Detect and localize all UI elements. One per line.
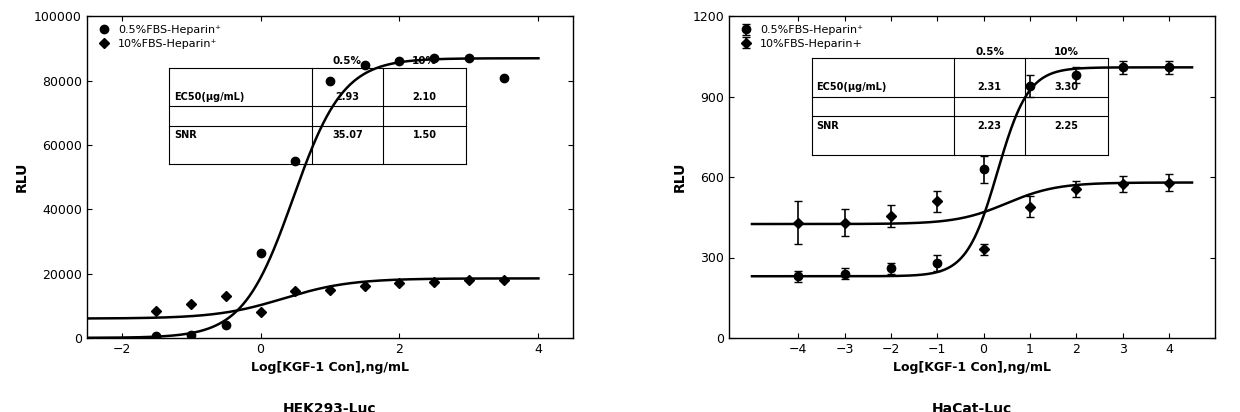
10%FBS-Heparin⁺ <box>496 278 511 283</box>
10%FBS-Heparin⁺ <box>392 281 407 286</box>
10%FBS-Heparin⁺ <box>218 294 233 299</box>
0.5%FBS-Heparin⁺ <box>496 75 511 80</box>
0.5%FBS-Heparin⁺ <box>218 323 233 328</box>
10%FBS-Heparin⁺ <box>322 287 337 292</box>
Text: 10%: 10% <box>412 56 438 66</box>
Line: 0.5%FBS-Heparin⁺: 0.5%FBS-Heparin⁺ <box>153 54 508 340</box>
Text: 0.5%: 0.5% <box>334 56 362 66</box>
Text: HaCat-Luc: HaCat-Luc <box>932 402 1012 412</box>
Text: 0.5%: 0.5% <box>975 47 1004 57</box>
10%FBS-Heparin⁺ <box>357 284 372 289</box>
X-axis label: Log[KGF-1 Con],ng/mL: Log[KGF-1 Con],ng/mL <box>893 361 1052 374</box>
0.5%FBS-Heparin⁺ <box>461 56 476 61</box>
0.5%FBS-Heparin⁺ <box>288 159 303 164</box>
Text: EC50(μg/mL): EC50(μg/mL) <box>175 92 244 102</box>
0.5%FBS-Heparin⁺ <box>149 334 164 339</box>
X-axis label: Log[KGF-1 Con],ng/mL: Log[KGF-1 Con],ng/mL <box>250 361 409 374</box>
Text: SNR: SNR <box>175 130 197 140</box>
0.5%FBS-Heparin⁺ <box>322 78 337 83</box>
Text: 35.07: 35.07 <box>332 130 363 140</box>
Line: 10%FBS-Heparin⁺: 10%FBS-Heparin⁺ <box>153 276 507 316</box>
Text: 2.10: 2.10 <box>413 92 436 102</box>
Text: 2.23: 2.23 <box>977 121 1002 131</box>
10%FBS-Heparin⁺ <box>288 289 303 294</box>
0.5%FBS-Heparin⁺ <box>357 62 372 67</box>
Y-axis label: RLU: RLU <box>672 162 687 192</box>
Text: SNR: SNR <box>816 121 839 131</box>
0.5%FBS-Heparin⁺ <box>392 59 407 64</box>
Text: 2.31: 2.31 <box>977 82 1002 92</box>
0.5%FBS-Heparin⁺ <box>253 250 268 255</box>
Y-axis label: RLU: RLU <box>15 162 29 192</box>
Text: 2.25: 2.25 <box>1055 121 1079 131</box>
Text: 2.93: 2.93 <box>336 92 360 102</box>
10%FBS-Heparin⁺ <box>184 302 198 307</box>
Text: 1.50: 1.50 <box>413 130 436 140</box>
Legend: 0.5%FBS-Heparin⁺, 10%FBS-Heparin+: 0.5%FBS-Heparin⁺, 10%FBS-Heparin+ <box>734 22 867 52</box>
Text: EC50(μg/mL): EC50(μg/mL) <box>816 82 887 92</box>
Text: 10%: 10% <box>1054 47 1079 57</box>
Text: 3.30: 3.30 <box>1055 82 1079 92</box>
Legend: 0.5%FBS-Heparin⁺, 10%FBS-Heparin⁺: 0.5%FBS-Heparin⁺, 10%FBS-Heparin⁺ <box>92 22 224 52</box>
10%FBS-Heparin⁺ <box>149 308 164 313</box>
Text: HEK293-Luc: HEK293-Luc <box>283 402 377 412</box>
0.5%FBS-Heparin⁺ <box>427 56 441 61</box>
10%FBS-Heparin⁺ <box>253 310 268 315</box>
10%FBS-Heparin⁺ <box>427 279 441 284</box>
10%FBS-Heparin⁺ <box>461 278 476 283</box>
0.5%FBS-Heparin⁺ <box>184 332 198 337</box>
